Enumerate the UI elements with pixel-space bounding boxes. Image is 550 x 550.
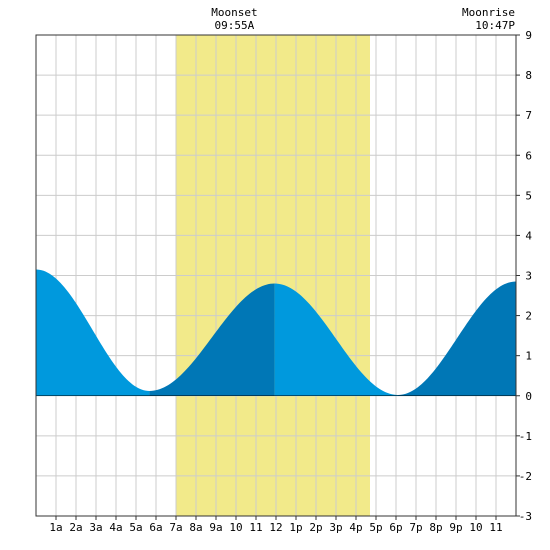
- x-tick-label: 4a: [109, 521, 122, 534]
- moon-event-label: Moonset: [211, 6, 257, 19]
- y-tick-label: 5: [525, 189, 532, 202]
- x-tick-label: 10: [469, 521, 482, 534]
- x-tick-label: 6a: [149, 521, 162, 534]
- x-tick-label: 12: [269, 521, 282, 534]
- y-tick-label: 4: [525, 229, 532, 242]
- y-tick-label: 0: [525, 390, 532, 403]
- moon-event-time: 09:55A: [215, 19, 255, 32]
- x-tick-label: 1p: [289, 521, 302, 534]
- tide-area: [36, 269, 516, 396]
- moon-event-label: Moonrise: [462, 6, 515, 19]
- x-tick-label: 2p: [309, 521, 322, 534]
- x-tick-label: 11: [489, 521, 502, 534]
- y-tick-label: -2: [519, 470, 532, 483]
- x-tick-label: 7a: [169, 521, 182, 534]
- grid-lines: [36, 34, 516, 517]
- y-tick-label: 2: [525, 310, 532, 323]
- x-axis-ticks: 1a 2a 3a 4a 5a 6a 7a 8a 9a 10 11 12 1p 2p 3p 4p 5p 6p 7p 8p…: [49, 516, 503, 534]
- y-tick-label: 7: [525, 109, 532, 122]
- x-tick-label: 9a: [209, 521, 222, 534]
- y-axis-ticks: -3 -2 -1 0 1 2 3 4 5 6 7 8 9: [516, 29, 532, 523]
- x-tick-label: 11: [249, 521, 262, 534]
- tide-area-falling: [36, 269, 150, 396]
- y-tick-label: 9: [525, 29, 532, 42]
- x-tick-label: 3p: [329, 521, 342, 534]
- x-tick-label: 8a: [189, 521, 202, 534]
- x-tick-label: 5p: [369, 521, 382, 534]
- x-tick-label: 8p: [429, 521, 442, 534]
- y-tick-label: -3: [519, 510, 532, 523]
- x-tick-label: 1a: [49, 521, 62, 534]
- x-tick-label: 3a: [89, 521, 102, 534]
- tide-area-rising: [149, 283, 275, 396]
- x-tick-label: 9p: [449, 521, 462, 534]
- y-tick-label: 3: [525, 270, 532, 283]
- x-tick-label: 6p: [389, 521, 402, 534]
- y-tick-label: 6: [525, 149, 532, 162]
- x-tick-label: 10: [229, 521, 242, 534]
- tide-area-falling: [274, 283, 398, 396]
- x-tick-label: 2a: [69, 521, 82, 534]
- x-tick-label: 5a: [129, 521, 142, 534]
- y-tick-label: -1: [519, 430, 532, 443]
- y-tick-label: 1: [525, 350, 532, 363]
- y-tick-label: 8: [525, 69, 532, 82]
- x-tick-label: 4p: [349, 521, 362, 534]
- x-tick-label: 7p: [409, 521, 422, 534]
- tide-area-rising: [398, 281, 516, 396]
- moon-event-time: 10:47P: [475, 19, 515, 32]
